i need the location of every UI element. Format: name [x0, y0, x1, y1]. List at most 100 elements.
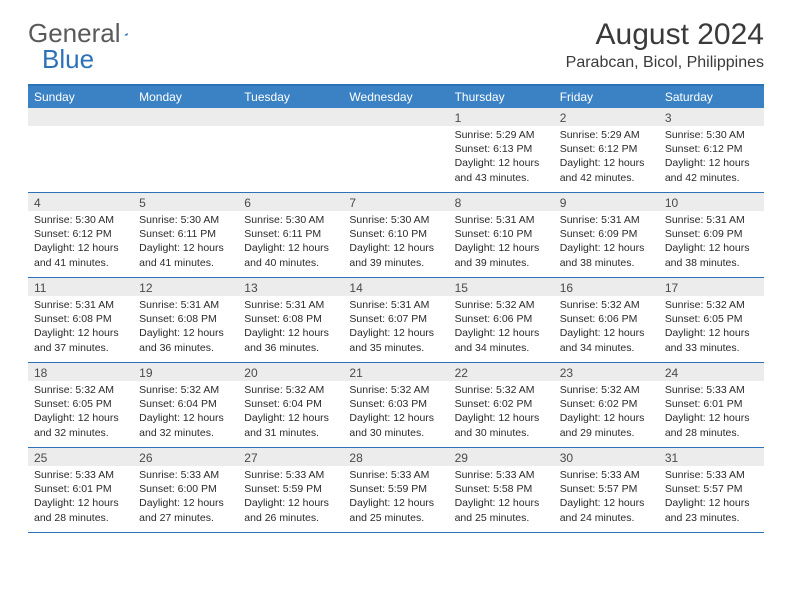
day-details: Sunrise: 5:33 AMSunset: 6:01 PMDaylight:…	[659, 381, 764, 444]
day-cell: 14Sunrise: 5:31 AMSunset: 6:07 PMDayligh…	[343, 278, 448, 362]
daylight-text: Daylight: 12 hours and 25 minutes.	[349, 496, 442, 524]
sunrise-text: Sunrise: 5:31 AM	[34, 298, 127, 312]
logo-text-blue: Blue	[42, 44, 94, 75]
sunrise-text: Sunrise: 5:32 AM	[455, 383, 548, 397]
day-cell: 29Sunrise: 5:33 AMSunset: 5:58 PMDayligh…	[449, 448, 554, 532]
sunrise-text: Sunrise: 5:31 AM	[244, 298, 337, 312]
day-number: 14	[343, 278, 448, 296]
sunset-text: Sunset: 6:01 PM	[34, 482, 127, 496]
daylight-text: Daylight: 12 hours and 30 minutes.	[349, 411, 442, 439]
sunrise-text: Sunrise: 5:33 AM	[349, 468, 442, 482]
day-cell: 3Sunrise: 5:30 AMSunset: 6:12 PMDaylight…	[659, 108, 764, 192]
sunrise-text: Sunrise: 5:32 AM	[349, 383, 442, 397]
day-cell: 17Sunrise: 5:32 AMSunset: 6:05 PMDayligh…	[659, 278, 764, 362]
sunrise-text: Sunrise: 5:31 AM	[665, 213, 758, 227]
day-cell: 26Sunrise: 5:33 AMSunset: 6:00 PMDayligh…	[133, 448, 238, 532]
daylight-text: Daylight: 12 hours and 42 minutes.	[665, 156, 758, 184]
weekday-tue: Tuesday	[238, 86, 343, 108]
sunset-text: Sunset: 6:01 PM	[665, 397, 758, 411]
day-cell: 28Sunrise: 5:33 AMSunset: 5:59 PMDayligh…	[343, 448, 448, 532]
day-number	[238, 108, 343, 126]
sunset-text: Sunset: 5:58 PM	[455, 482, 548, 496]
day-cell: 6Sunrise: 5:30 AMSunset: 6:11 PMDaylight…	[238, 193, 343, 277]
day-cell: 2Sunrise: 5:29 AMSunset: 6:12 PMDaylight…	[554, 108, 659, 192]
location-text: Parabcan, Bicol, Philippines	[566, 54, 764, 72]
day-number	[28, 108, 133, 126]
weekday-header: Sunday Monday Tuesday Wednesday Thursday…	[28, 86, 764, 108]
sunset-text: Sunset: 6:07 PM	[349, 312, 442, 326]
day-number: 3	[659, 108, 764, 126]
sunrise-text: Sunrise: 5:29 AM	[455, 128, 548, 142]
weekday-sat: Saturday	[659, 86, 764, 108]
day-cell: 16Sunrise: 5:32 AMSunset: 6:06 PMDayligh…	[554, 278, 659, 362]
sunset-text: Sunset: 6:11 PM	[244, 227, 337, 241]
weekday-mon: Monday	[133, 86, 238, 108]
day-details: Sunrise: 5:31 AMSunset: 6:08 PMDaylight:…	[28, 296, 133, 359]
day-cell: 22Sunrise: 5:32 AMSunset: 6:02 PMDayligh…	[449, 363, 554, 447]
day-number: 30	[554, 448, 659, 466]
day-number: 17	[659, 278, 764, 296]
day-cell: 27Sunrise: 5:33 AMSunset: 5:59 PMDayligh…	[238, 448, 343, 532]
daylight-text: Daylight: 12 hours and 40 minutes.	[244, 241, 337, 269]
sunset-text: Sunset: 6:06 PM	[560, 312, 653, 326]
day-cell: 9Sunrise: 5:31 AMSunset: 6:09 PMDaylight…	[554, 193, 659, 277]
sunrise-text: Sunrise: 5:33 AM	[455, 468, 548, 482]
sunrise-text: Sunrise: 5:32 AM	[665, 298, 758, 312]
sunrise-text: Sunrise: 5:33 AM	[665, 468, 758, 482]
day-number: 8	[449, 193, 554, 211]
day-number: 20	[238, 363, 343, 381]
daylight-text: Daylight: 12 hours and 32 minutes.	[139, 411, 232, 439]
day-number: 22	[449, 363, 554, 381]
day-cell	[238, 108, 343, 192]
daylight-text: Daylight: 12 hours and 34 minutes.	[560, 326, 653, 354]
calendar: Sunday Monday Tuesday Wednesday Thursday…	[28, 84, 764, 533]
daylight-text: Daylight: 12 hours and 23 minutes.	[665, 496, 758, 524]
daylight-text: Daylight: 12 hours and 36 minutes.	[244, 326, 337, 354]
sunset-text: Sunset: 5:59 PM	[244, 482, 337, 496]
day-cell: 13 Sunrise: 5:31 AMSunset: 6:08 PMDayligh…	[238, 278, 343, 362]
day-details: Sunrise: 5:30 AMSunset: 6:12 PMDaylight:…	[659, 126, 764, 189]
daylight-text: Daylight: 12 hours and 38 minutes.	[560, 241, 653, 269]
sunset-text: Sunset: 6:04 PM	[139, 397, 232, 411]
day-cell: 4Sunrise: 5:30 AMSunset: 6:12 PMDaylight…	[28, 193, 133, 277]
daylight-text: Daylight: 12 hours and 28 minutes.	[665, 411, 758, 439]
weeks-container: 1Sunrise: 5:29 AMSunset: 6:13 PMDaylight…	[28, 108, 764, 533]
day-details: Sunrise: 5:30 AMSunset: 6:10 PMDaylight:…	[343, 211, 448, 274]
sunrise-text: Sunrise: 5:30 AM	[34, 213, 127, 227]
sunset-text: Sunset: 6:08 PM	[139, 312, 232, 326]
sunset-text: Sunset: 6:12 PM	[665, 142, 758, 156]
daylight-text: Daylight: 12 hours and 33 minutes.	[665, 326, 758, 354]
sunrise-text: Sunrise: 5:33 AM	[34, 468, 127, 482]
day-number: 5	[133, 193, 238, 211]
day-details: Sunrise: 5:29 AMSunset: 6:13 PMDaylight:…	[449, 126, 554, 189]
day-number: 13	[238, 278, 343, 296]
day-cell: 15Sunrise: 5:32 AMSunset: 6:06 PMDayligh…	[449, 278, 554, 362]
sunrise-text: Sunrise: 5:33 AM	[139, 468, 232, 482]
day-number: 29	[449, 448, 554, 466]
weekday-sun: Sunday	[28, 86, 133, 108]
day-number: 16	[554, 278, 659, 296]
week-row: 18Sunrise: 5:32 AMSunset: 6:05 PMDayligh…	[28, 363, 764, 448]
day-number: 11	[28, 278, 133, 296]
day-details: Sunrise: 5:33 AMSunset: 5:59 PMDaylight:…	[238, 466, 343, 529]
day-number	[343, 108, 448, 126]
day-details: Sunrise: 5:32 AMSunset: 6:04 PMDaylight:…	[238, 381, 343, 444]
weekday-wed: Wednesday	[343, 86, 448, 108]
sunset-text: Sunset: 6:08 PM	[244, 312, 337, 326]
day-details: Sunrise: 5:31 AMSunset: 6:09 PMDaylight:…	[659, 211, 764, 274]
sunrise-text: Sunrise: 5:29 AM	[560, 128, 653, 142]
day-details: Sunrise: 5:30 AMSunset: 6:12 PMDaylight:…	[28, 211, 133, 274]
daylight-text: Daylight: 12 hours and 29 minutes.	[560, 411, 653, 439]
daylight-text: Daylight: 12 hours and 28 minutes.	[34, 496, 127, 524]
sunrise-text: Sunrise: 5:30 AM	[139, 213, 232, 227]
day-number: 25	[28, 448, 133, 466]
day-details: Sunrise: 5:33 AMSunset: 5:59 PMDaylight:…	[343, 466, 448, 529]
day-details: Sunrise: 5:32 AMSunset: 6:04 PMDaylight:…	[133, 381, 238, 444]
day-number: 18	[28, 363, 133, 381]
day-number: 15	[449, 278, 554, 296]
sunset-text: Sunset: 6:09 PM	[560, 227, 653, 241]
day-cell	[28, 108, 133, 192]
day-number: 28	[343, 448, 448, 466]
day-details: Sunrise: 5:30 AMSunset: 6:11 PMDaylight:…	[133, 211, 238, 274]
sunrise-text: Sunrise: 5:30 AM	[244, 213, 337, 227]
